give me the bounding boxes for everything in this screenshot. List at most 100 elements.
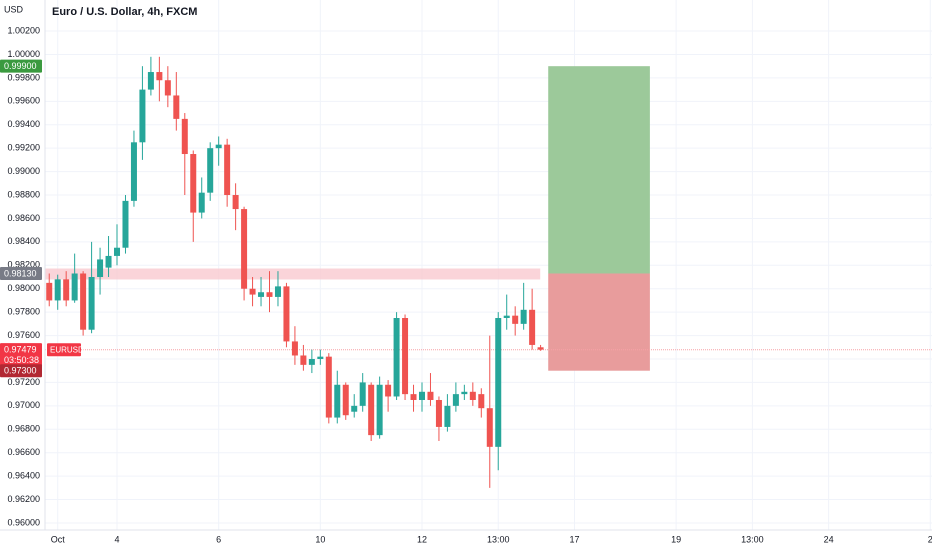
candle-body [478, 394, 485, 409]
candle-body [300, 355, 307, 365]
candles [46, 56, 544, 488]
candle-body [308, 358, 315, 365]
candle-body [266, 292, 273, 297]
candle-body [147, 72, 154, 90]
last-price-tag-text: 0.97479 [4, 345, 37, 355]
entry-band [45, 268, 541, 280]
candle-body [198, 192, 205, 213]
candle-body [325, 356, 332, 418]
target-tag-text: 0.99900 [4, 61, 37, 71]
y-tick-label: 0.98400 [7, 236, 40, 246]
x-tick-label: 17 [569, 534, 579, 544]
candle-body [317, 356, 324, 359]
y-tick-label: 0.96200 [7, 494, 40, 504]
grid [45, 0, 932, 530]
candle-body [258, 292, 265, 297]
y-tick-label: 0.99800 [7, 72, 40, 82]
candle-body [215, 144, 222, 149]
entry-tag-text: 0.98130 [4, 268, 37, 278]
stop-tag-text: 0.97300 [4, 366, 37, 376]
candle-body [283, 286, 290, 342]
candle-body [461, 391, 468, 395]
candle-body [393, 318, 400, 397]
candle-body [46, 282, 53, 301]
candle-body [376, 384, 383, 436]
x-tick-label: 12 [417, 534, 427, 544]
candle-body [232, 195, 239, 210]
y-tick-label: 0.96800 [7, 424, 40, 434]
candle-body [97, 259, 104, 278]
x-tick-label: 6 [216, 534, 221, 544]
candle-body [181, 118, 188, 155]
candle-body [190, 154, 197, 213]
x-tick-label: Oct [51, 534, 66, 544]
countdown: 03:50:38 [4, 355, 39, 365]
zones [45, 66, 932, 371]
y-tick-label: 0.97600 [7, 330, 40, 340]
axes: 0.96000 0.96200 0.96400 0.96600 0.96800 0.970… [0, 25, 932, 544]
candle-body [385, 384, 392, 397]
candle-body [402, 318, 409, 395]
candle-body [63, 279, 70, 301]
time-axis-bg [0, 530, 932, 550]
candle-body [71, 273, 78, 301]
candle-body [529, 309, 536, 345]
candle-body [54, 279, 61, 301]
candle-body [80, 273, 87, 330]
candle-body [173, 95, 180, 119]
symbol-tag [47, 343, 81, 357]
candle-body [241, 209, 248, 289]
candle-body [156, 72, 163, 81]
y-tick-label: 0.99200 [7, 143, 40, 153]
candle-body [512, 315, 519, 324]
candle-body [368, 384, 375, 436]
candle-body [435, 399, 442, 427]
loss-zone [548, 273, 650, 371]
candle-body [444, 405, 451, 427]
x-tick-label: 4 [115, 534, 120, 544]
candle-body [520, 309, 527, 324]
candle-body [351, 405, 358, 412]
y-tick-label: 0.98600 [7, 213, 40, 223]
candle-body [486, 408, 493, 447]
entry-tag [0, 266, 42, 280]
y-tick-label: 0.97800 [7, 307, 40, 317]
candle-body [249, 288, 256, 295]
target-tag [0, 59, 42, 73]
stop-tag [0, 364, 42, 378]
y-tick-label: 0.98800 [7, 189, 40, 199]
candle-body [359, 382, 366, 406]
candle-body [130, 142, 137, 201]
chart-title: Euro / U.S. Dollar, 4h, FXCM [52, 6, 197, 18]
candle-body [469, 391, 476, 400]
candle-body [418, 391, 425, 400]
y-tick-label: 0.99400 [7, 119, 40, 129]
x-tick-label: 13:00 [741, 534, 764, 544]
y-tick-label: 0.97200 [7, 377, 40, 387]
y-tick-label: 0.99600 [7, 96, 40, 106]
candle-body [452, 394, 459, 406]
candle-body [105, 255, 112, 268]
x-tick-label: 2 [928, 534, 932, 544]
candle-body [342, 384, 349, 416]
y-tick-label: 1.00000 [7, 49, 40, 59]
profit-zone [548, 66, 650, 274]
y-tick-label: 0.98200 [7, 260, 40, 270]
y-tick-label: 0.96600 [7, 447, 40, 457]
x-tick-label: 13:00 [487, 534, 510, 544]
candle-body [139, 89, 146, 143]
y-tick-label: 0.99000 [7, 166, 40, 176]
y-tick-label: 1.00200 [7, 25, 40, 35]
last-price-tag [0, 343, 42, 357]
candle-body [427, 391, 434, 400]
currency-label: USD [4, 4, 24, 14]
y-tick-label: 0.96400 [7, 470, 40, 480]
candle-body [495, 318, 502, 447]
candle-body [164, 80, 171, 96]
y-tick-label: 0.97000 [7, 400, 40, 410]
candle-body [207, 148, 214, 193]
candle-body [503, 315, 510, 318]
y-tick-label: 0.98000 [7, 283, 40, 293]
candle-body [291, 341, 298, 356]
